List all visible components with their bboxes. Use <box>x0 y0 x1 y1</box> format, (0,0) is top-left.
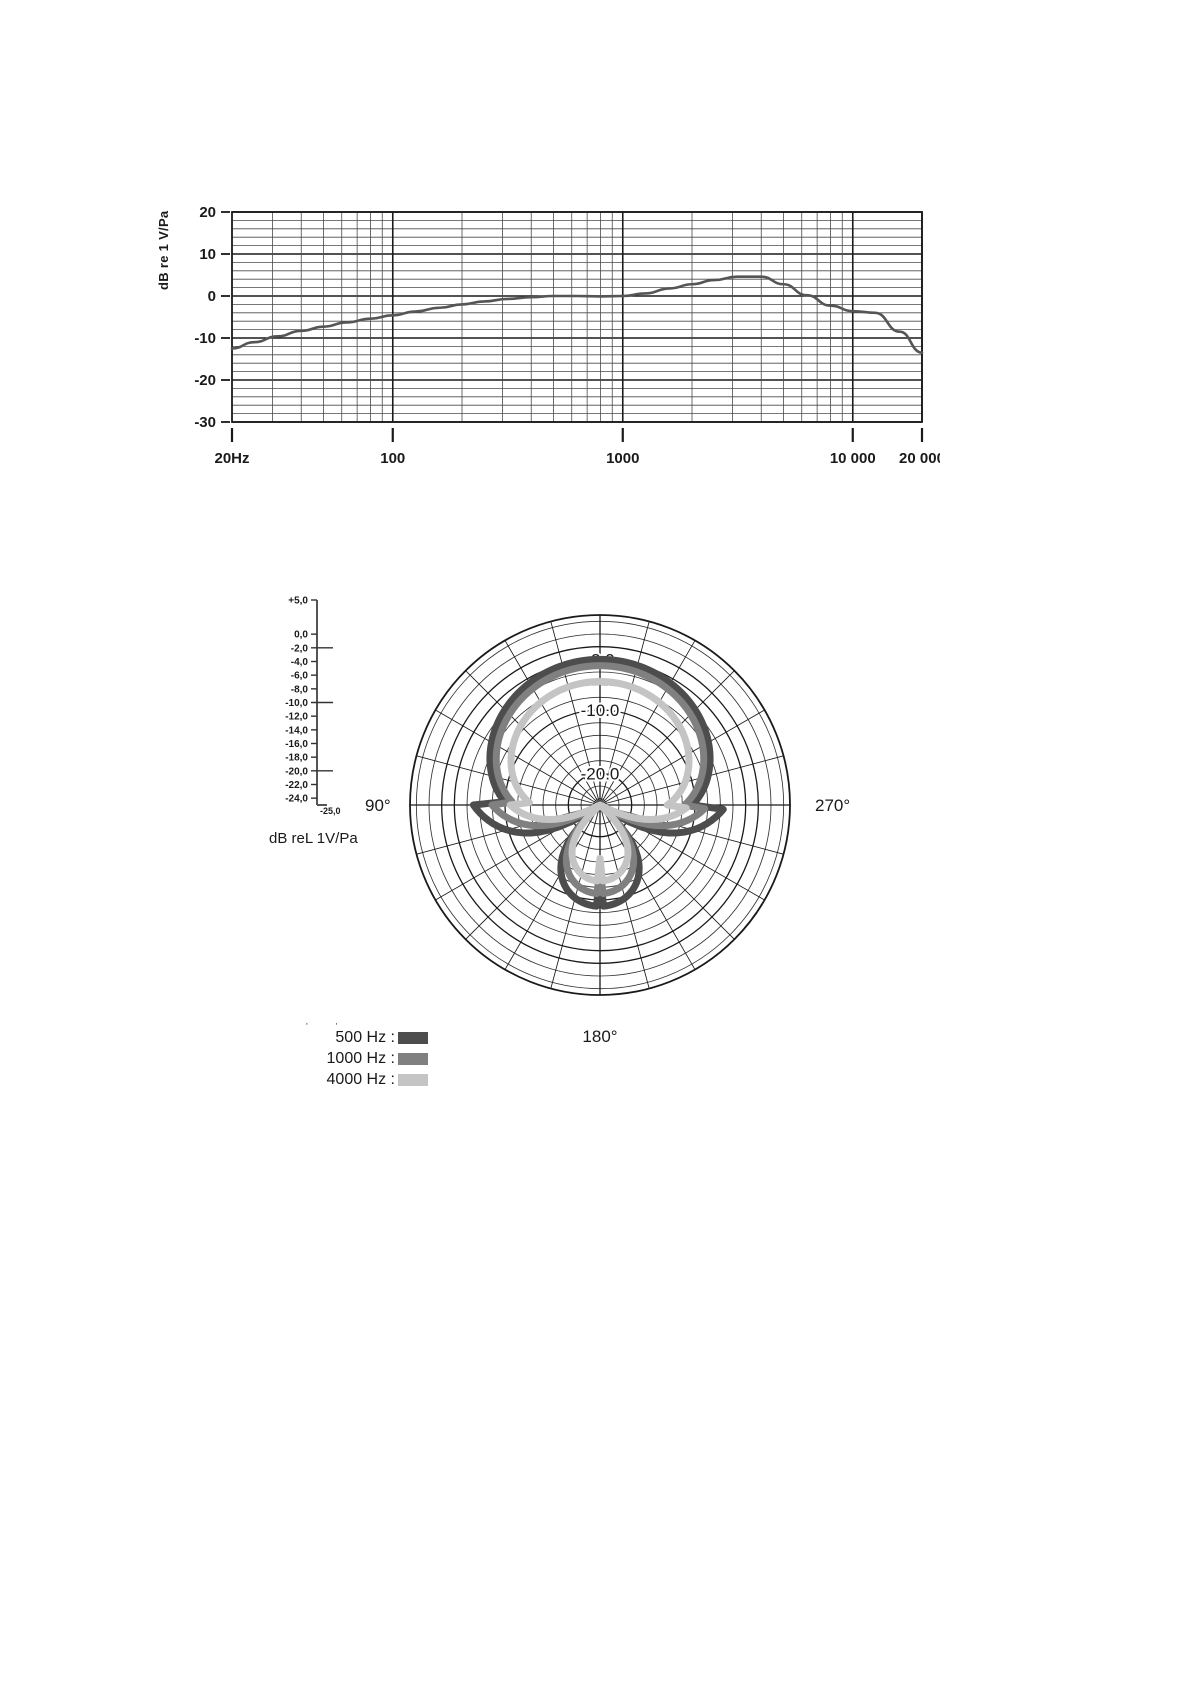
legend-item: 4000 Hz : <box>278 1070 428 1090</box>
legend-color-swatch <box>398 1053 428 1065</box>
svg-text:0: 0 <box>208 288 216 305</box>
svg-text:180°: 180° <box>582 1027 617 1046</box>
svg-text:10: 10 <box>199 246 216 263</box>
svg-text:-8,0: -8,0 <box>291 684 309 695</box>
svg-text:-20.0: -20.0 <box>581 764 620 783</box>
polar-legend: 500 Hz : 1000 Hz : 4000 Hz : <box>278 1028 428 1091</box>
frequency-response-chart: dB re 1 V/Pa 20 10 0 -10 -20 -30 20Hz 100 1000 10… <box>156 190 940 490</box>
svg-text:-16,0: -16,0 <box>285 739 308 750</box>
svg-text:-18,0: -18,0 <box>285 753 308 764</box>
svg-text:20 000: 20 000 <box>899 450 940 467</box>
polar-pattern-chart: +5,0 0,0 -2,0 -4,0 -6,0 -8,0 -10,0 -12,0 -14,0 -1… <box>255 590 915 1070</box>
svg-text:0,0: 0,0 <box>294 630 308 641</box>
legend-item: 500 Hz : <box>278 1028 428 1048</box>
legend-item: 1000 Hz : <box>278 1049 428 1069</box>
svg-text:1000: 1000 <box>606 450 639 467</box>
svg-text:-4,0: -4,0 <box>291 657 309 668</box>
legend-item-label: 1000 Hz : <box>326 1050 395 1067</box>
svg-text:+5,0: +5,0 <box>288 596 308 607</box>
legend-item-label: 500 Hz : <box>335 1029 395 1046</box>
svg-text:-12,0: -12,0 <box>285 712 308 723</box>
svg-text:-22,0: -22,0 <box>285 780 308 791</box>
svg-text:-30: -30 <box>194 414 216 431</box>
svg-text:20: 20 <box>199 204 216 221</box>
svg-text:10 000: 10 000 <box>830 450 876 467</box>
svg-text:20Hz: 20Hz <box>214 450 249 467</box>
svg-text:-10.0: -10.0 <box>581 701 620 720</box>
svg-text:-2,0: -2,0 <box>291 643 309 654</box>
svg-text:-20: -20 <box>194 372 216 389</box>
svg-text:dB reL 1V/Pa: dB reL 1V/Pa <box>269 830 358 847</box>
svg-text:90°: 90° <box>365 796 391 815</box>
svg-text:100: 100 <box>380 450 405 467</box>
svg-text:-20,0: -20,0 <box>285 766 308 777</box>
legend-color-swatch <box>398 1074 428 1086</box>
svg-text:-24,0: -24,0 <box>285 794 308 805</box>
svg-text:-14,0: -14,0 <box>285 725 308 736</box>
svg-text:-25,0: -25,0 <box>320 806 341 816</box>
svg-text:-10,0: -10,0 <box>285 698 308 709</box>
svg-text:-10: -10 <box>194 330 216 347</box>
svg-text:-6,0: -6,0 <box>291 671 309 682</box>
legend-item-label: 4000 Hz : <box>326 1071 395 1088</box>
legend-color-swatch <box>398 1032 428 1044</box>
legend-tick-marks: ·· <box>305 1018 365 1030</box>
polar-pattern-plot: +5,0 0,0 -2,0 -4,0 -6,0 -8,0 -10,0 -12,0 -14,0 -1… <box>269 596 850 1047</box>
svg-text:270°: 270° <box>815 796 850 815</box>
